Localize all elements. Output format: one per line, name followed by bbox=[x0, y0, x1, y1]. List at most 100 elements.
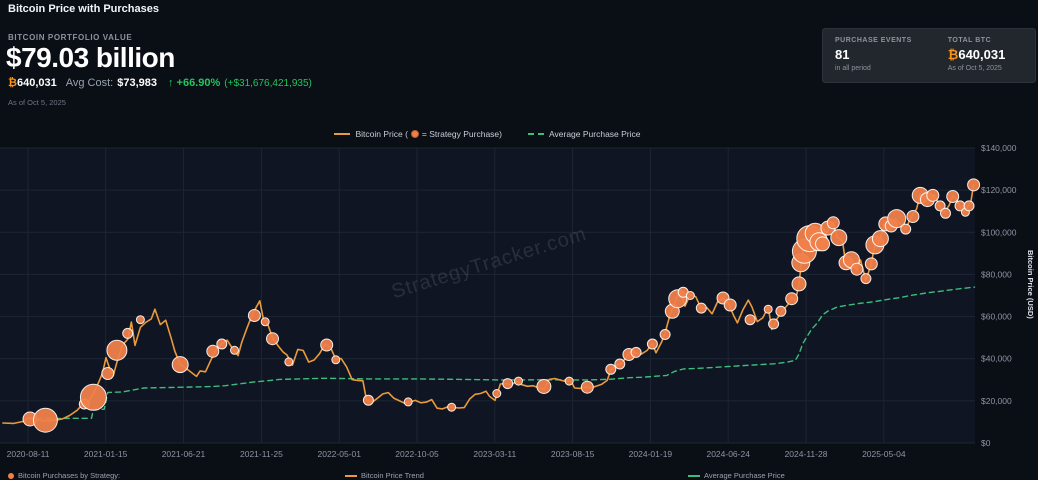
purchase-bubble[interactable] bbox=[447, 402, 457, 412]
x-axis-tick-label: 2024-01-19 bbox=[629, 449, 673, 459]
purchase-bubble[interactable] bbox=[900, 223, 912, 235]
purchase-bubble[interactable] bbox=[646, 338, 658, 350]
x-axis-tick-label: 2022-10-05 bbox=[395, 449, 439, 459]
purchase-bubble[interactable] bbox=[266, 332, 279, 346]
y-axis-tick-label: $140,000 bbox=[981, 143, 1017, 153]
y-axis-tick-label: $0 bbox=[981, 438, 991, 448]
purchase-events-sub: in all period bbox=[835, 65, 871, 72]
x-axis-tick-label: 2025-05-04 bbox=[862, 449, 906, 459]
purchase-bubble[interactable] bbox=[791, 276, 807, 292]
purchase-bubble[interactable] bbox=[605, 363, 617, 375]
purchase-bubble[interactable] bbox=[864, 257, 878, 271]
purchase-dot-icon bbox=[8, 472, 14, 479]
purchase-bubble[interactable] bbox=[926, 188, 940, 202]
avg-line-swatch-icon bbox=[528, 133, 544, 135]
purchase-bubble[interactable] bbox=[403, 397, 413, 407]
purchase-bubble[interactable] bbox=[79, 383, 107, 411]
purchase-bubble[interactable] bbox=[362, 394, 374, 406]
purchase-bubble[interactable] bbox=[614, 358, 626, 370]
purchase-bubble[interactable] bbox=[492, 389, 502, 398]
purchase-bubble[interactable] bbox=[247, 309, 261, 322]
purchase-bubble[interactable] bbox=[685, 291, 695, 300]
plot-background bbox=[0, 148, 975, 443]
purchase-bubble[interactable] bbox=[580, 380, 594, 394]
avg-cost-label: Avg Cost: bbox=[65, 77, 114, 89]
purchase-bubble[interactable] bbox=[659, 329, 671, 340]
purchase-bubble[interactable] bbox=[32, 407, 58, 433]
x-axis-tick-label: 2024-06-24 bbox=[706, 449, 750, 459]
gain-percent: ↑ +66.90% bbox=[168, 77, 221, 89]
avg-cost-value: $73,983 bbox=[117, 77, 157, 89]
purchase-bubble[interactable] bbox=[230, 345, 239, 355]
purchase-bubble[interactable] bbox=[946, 190, 960, 203]
purchase-bubble[interactable] bbox=[723, 298, 737, 312]
page-title: Bitcoin Price with Purchases bbox=[8, 3, 159, 15]
purchase-bubble[interactable] bbox=[744, 314, 756, 326]
btc-symbol-icon: ₿ bbox=[947, 47, 959, 62]
x-axis-tick-label: 2021-11-25 bbox=[240, 449, 283, 459]
purchase-bubble[interactable] bbox=[260, 317, 270, 327]
y-axis-title: Bitcoin Price (USD) bbox=[1026, 250, 1035, 319]
purchase-bubble[interactable] bbox=[830, 229, 848, 247]
footer-legend: Bitcoin Purchases by Strategy: Bitcoin P… bbox=[0, 471, 1038, 480]
purchase-events-value: 81 bbox=[835, 47, 850, 62]
total-btc-value: ₿640,031 bbox=[947, 47, 1006, 62]
purchase-bubble[interactable] bbox=[122, 327, 134, 339]
purchase-bubble[interactable] bbox=[963, 200, 975, 212]
purchase-bubble[interactable] bbox=[514, 376, 523, 386]
purchase-bubble[interactable] bbox=[502, 378, 514, 390]
y-axis-tick-label: $60,000 bbox=[981, 312, 1012, 322]
purchase-bubble[interactable] bbox=[887, 209, 907, 229]
y-axis-tick-label: $80,000 bbox=[981, 269, 1012, 279]
purchase-bubble[interactable] bbox=[216, 338, 228, 350]
purchase-bubble[interactable] bbox=[320, 338, 334, 352]
x-axis-tick-label: 2023-08-15 bbox=[551, 449, 595, 459]
purchase-bubble[interactable] bbox=[695, 302, 707, 314]
purchase-bubble[interactable] bbox=[815, 236, 830, 252]
gain-absolute: (+$31,676,421,935) bbox=[224, 78, 312, 89]
purchase-bubble[interactable] bbox=[775, 305, 787, 317]
purchase-bubble[interactable] bbox=[785, 292, 799, 306]
purchase-bubble[interactable] bbox=[934, 200, 946, 212]
average-purchase-price-line bbox=[27, 286, 976, 420]
portfolio-value: $79.03 billion bbox=[6, 42, 175, 73]
price-line-swatch-icon bbox=[334, 133, 351, 135]
y-axis-tick-label: $100,000 bbox=[981, 227, 1017, 237]
purchase-bubble[interactable] bbox=[564, 376, 574, 386]
purchase-bubble[interactable] bbox=[630, 346, 642, 358]
purchase-bubble[interactable] bbox=[940, 207, 951, 219]
purchase-bubble[interactable] bbox=[284, 357, 294, 367]
purchase-bubble[interactable] bbox=[106, 339, 128, 361]
purchase-bubble[interactable] bbox=[850, 262, 864, 276]
footer-legend-avg: Average Purchase Price bbox=[688, 471, 785, 480]
purchase-bubble[interactable] bbox=[871, 230, 889, 248]
purchase-bubble[interactable] bbox=[101, 367, 115, 380]
total-btc-sub: As of Oct 5, 2025 bbox=[947, 65, 1002, 72]
purchase-bubble[interactable] bbox=[967, 178, 981, 192]
y-axis-tick-label: $120,000 bbox=[981, 185, 1017, 195]
stats-panel: PURCHASE EVENTS 81 in all period TOTAL B… bbox=[822, 28, 1036, 83]
y-axis-tick-label: $40,000 bbox=[981, 354, 1012, 364]
legend-bitcoin-price[interactable]: Bitcoin Price (= Strategy Purchase) bbox=[334, 129, 502, 139]
purchase-bubble[interactable] bbox=[331, 355, 341, 365]
purchase-dot-icon bbox=[410, 130, 419, 138]
purchase-bubble[interactable] bbox=[860, 273, 872, 285]
purchase-bubble[interactable] bbox=[763, 304, 773, 314]
purchase-bubble[interactable] bbox=[768, 318, 780, 330]
purchase-bubble[interactable] bbox=[826, 216, 840, 230]
purchase-bubble[interactable] bbox=[206, 344, 220, 358]
purchase-bubble[interactable] bbox=[135, 315, 145, 325]
purchase-bubble[interactable] bbox=[171, 356, 189, 374]
purchase-events-label: PURCHASE EVENTS bbox=[835, 37, 912, 44]
purchase-bubble[interactable] bbox=[536, 379, 552, 394]
as-of-date: As of Oct 5, 2025 bbox=[8, 98, 66, 107]
x-axis-tick-label: 2023-03-11 bbox=[473, 449, 516, 459]
legend-average-purchase-price[interactable]: Average Purchase Price bbox=[528, 129, 641, 139]
legend-avg-text: Average Purchase Price bbox=[549, 129, 641, 139]
price-line-swatch-icon bbox=[345, 474, 357, 477]
avg-line-swatch-icon bbox=[688, 474, 700, 477]
btc-amount: ₿640,031 bbox=[8, 77, 57, 89]
x-axis-tick-label: 2024-11-28 bbox=[785, 449, 828, 459]
purchase-bubble[interactable] bbox=[906, 210, 920, 223]
